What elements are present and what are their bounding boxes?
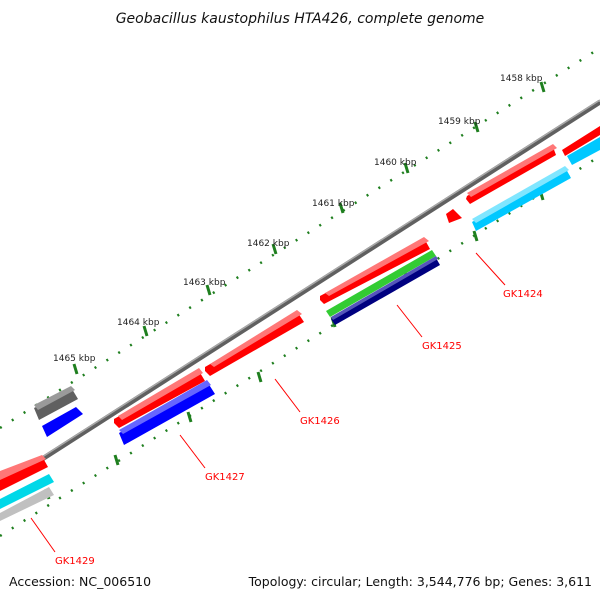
feature-gray-top xyxy=(34,386,75,410)
major-tick xyxy=(113,454,120,466)
major-tick xyxy=(142,325,149,337)
gene-label-gk1429[interactable]: GK1429 xyxy=(55,556,95,567)
outer-tick-ring xyxy=(0,46,600,430)
feature-gray[interactable] xyxy=(34,389,78,420)
feature-group-inner xyxy=(0,137,600,521)
feature-cds-gk1426[interactable] xyxy=(205,313,304,376)
inner-tick-ring xyxy=(0,154,600,538)
tick-label: 1458 kbp xyxy=(500,74,543,84)
gene-label-gk1424[interactable]: GK1424 xyxy=(503,289,543,300)
leader-line xyxy=(475,252,506,286)
feature-cds-small[interactable] xyxy=(446,209,462,223)
feature-cyan-left[interactable] xyxy=(0,474,54,509)
feature-navy-top xyxy=(331,256,438,320)
tick-label: 1462 kbp xyxy=(247,239,290,249)
major-tick xyxy=(271,243,278,255)
major-tick xyxy=(403,162,410,174)
feature-cyan-top xyxy=(472,166,569,223)
feature-cds-gk1426-top xyxy=(210,310,302,367)
feature-cds-gk1427-top xyxy=(118,368,203,420)
tick-label: 1464 kbp xyxy=(117,318,160,328)
major-tick xyxy=(186,411,193,423)
accession-text: Accession: NC_006510 xyxy=(9,574,151,589)
major-ticks: 1458 kbp 1459 kbp 1460 kbp 1461 kbp 1462… xyxy=(53,74,546,375)
genome-backbone xyxy=(0,99,600,489)
tick-label: 1460 kbp xyxy=(374,158,417,168)
feature-cds-gk1425[interactable] xyxy=(320,240,430,304)
tick-label: 1461 kbp xyxy=(312,199,355,209)
feature-cyan[interactable] xyxy=(472,169,571,231)
major-tick xyxy=(472,230,479,242)
feature-group-outer xyxy=(0,126,600,491)
feature-cds-gk1425-top xyxy=(325,237,429,296)
feature-blue[interactable] xyxy=(119,383,215,445)
map-title: Geobacillus kaustophilus HTA426, complet… xyxy=(116,11,485,27)
major-tick xyxy=(205,284,212,296)
feature-cds-gk1427[interactable] xyxy=(114,371,205,428)
feature-cyan-edge[interactable] xyxy=(567,137,600,165)
feature-cds-gk1429-top xyxy=(0,455,46,480)
genome-summary-text: Topology: circular; Length: 3,544,776 bp… xyxy=(248,574,592,589)
tick-label: 1463 kbp xyxy=(183,278,226,288)
feature-green[interactable] xyxy=(326,250,436,317)
gene-label-gk1426[interactable]: GK1426 xyxy=(300,416,340,427)
major-tick xyxy=(473,121,480,133)
gene-label-gk1425[interactable]: GK1425 xyxy=(422,341,462,352)
feature-blue-top xyxy=(119,380,211,434)
tick-label: 1465 kbp xyxy=(53,354,96,364)
leader-line xyxy=(30,517,56,553)
feature-navy[interactable] xyxy=(331,258,440,325)
major-tick xyxy=(539,81,546,93)
tick-label: 1459 kbp xyxy=(438,117,481,127)
major-tick xyxy=(256,371,263,383)
major-tick xyxy=(338,202,345,214)
feature-lightgray-left[interactable] xyxy=(0,487,54,521)
leader-lines xyxy=(30,252,506,553)
gene-labels: GK1424 GK1425 GK1426 GK1427 GK1429 xyxy=(55,289,543,567)
genome-backbone-highlight xyxy=(0,99,600,485)
leader-line xyxy=(274,378,301,413)
feature-cds-gk1424-top xyxy=(467,144,557,197)
major-tick xyxy=(72,363,79,375)
gene-label-gk1427[interactable]: GK1427 xyxy=(205,472,245,483)
feature-cds-right-edge[interactable] xyxy=(562,126,600,156)
leader-line xyxy=(179,434,206,469)
leader-line xyxy=(396,304,423,338)
feature-cds-gk1429[interactable] xyxy=(0,458,48,491)
feature-blue-small[interactable] xyxy=(42,407,83,437)
inner-major-ticks xyxy=(44,189,545,500)
